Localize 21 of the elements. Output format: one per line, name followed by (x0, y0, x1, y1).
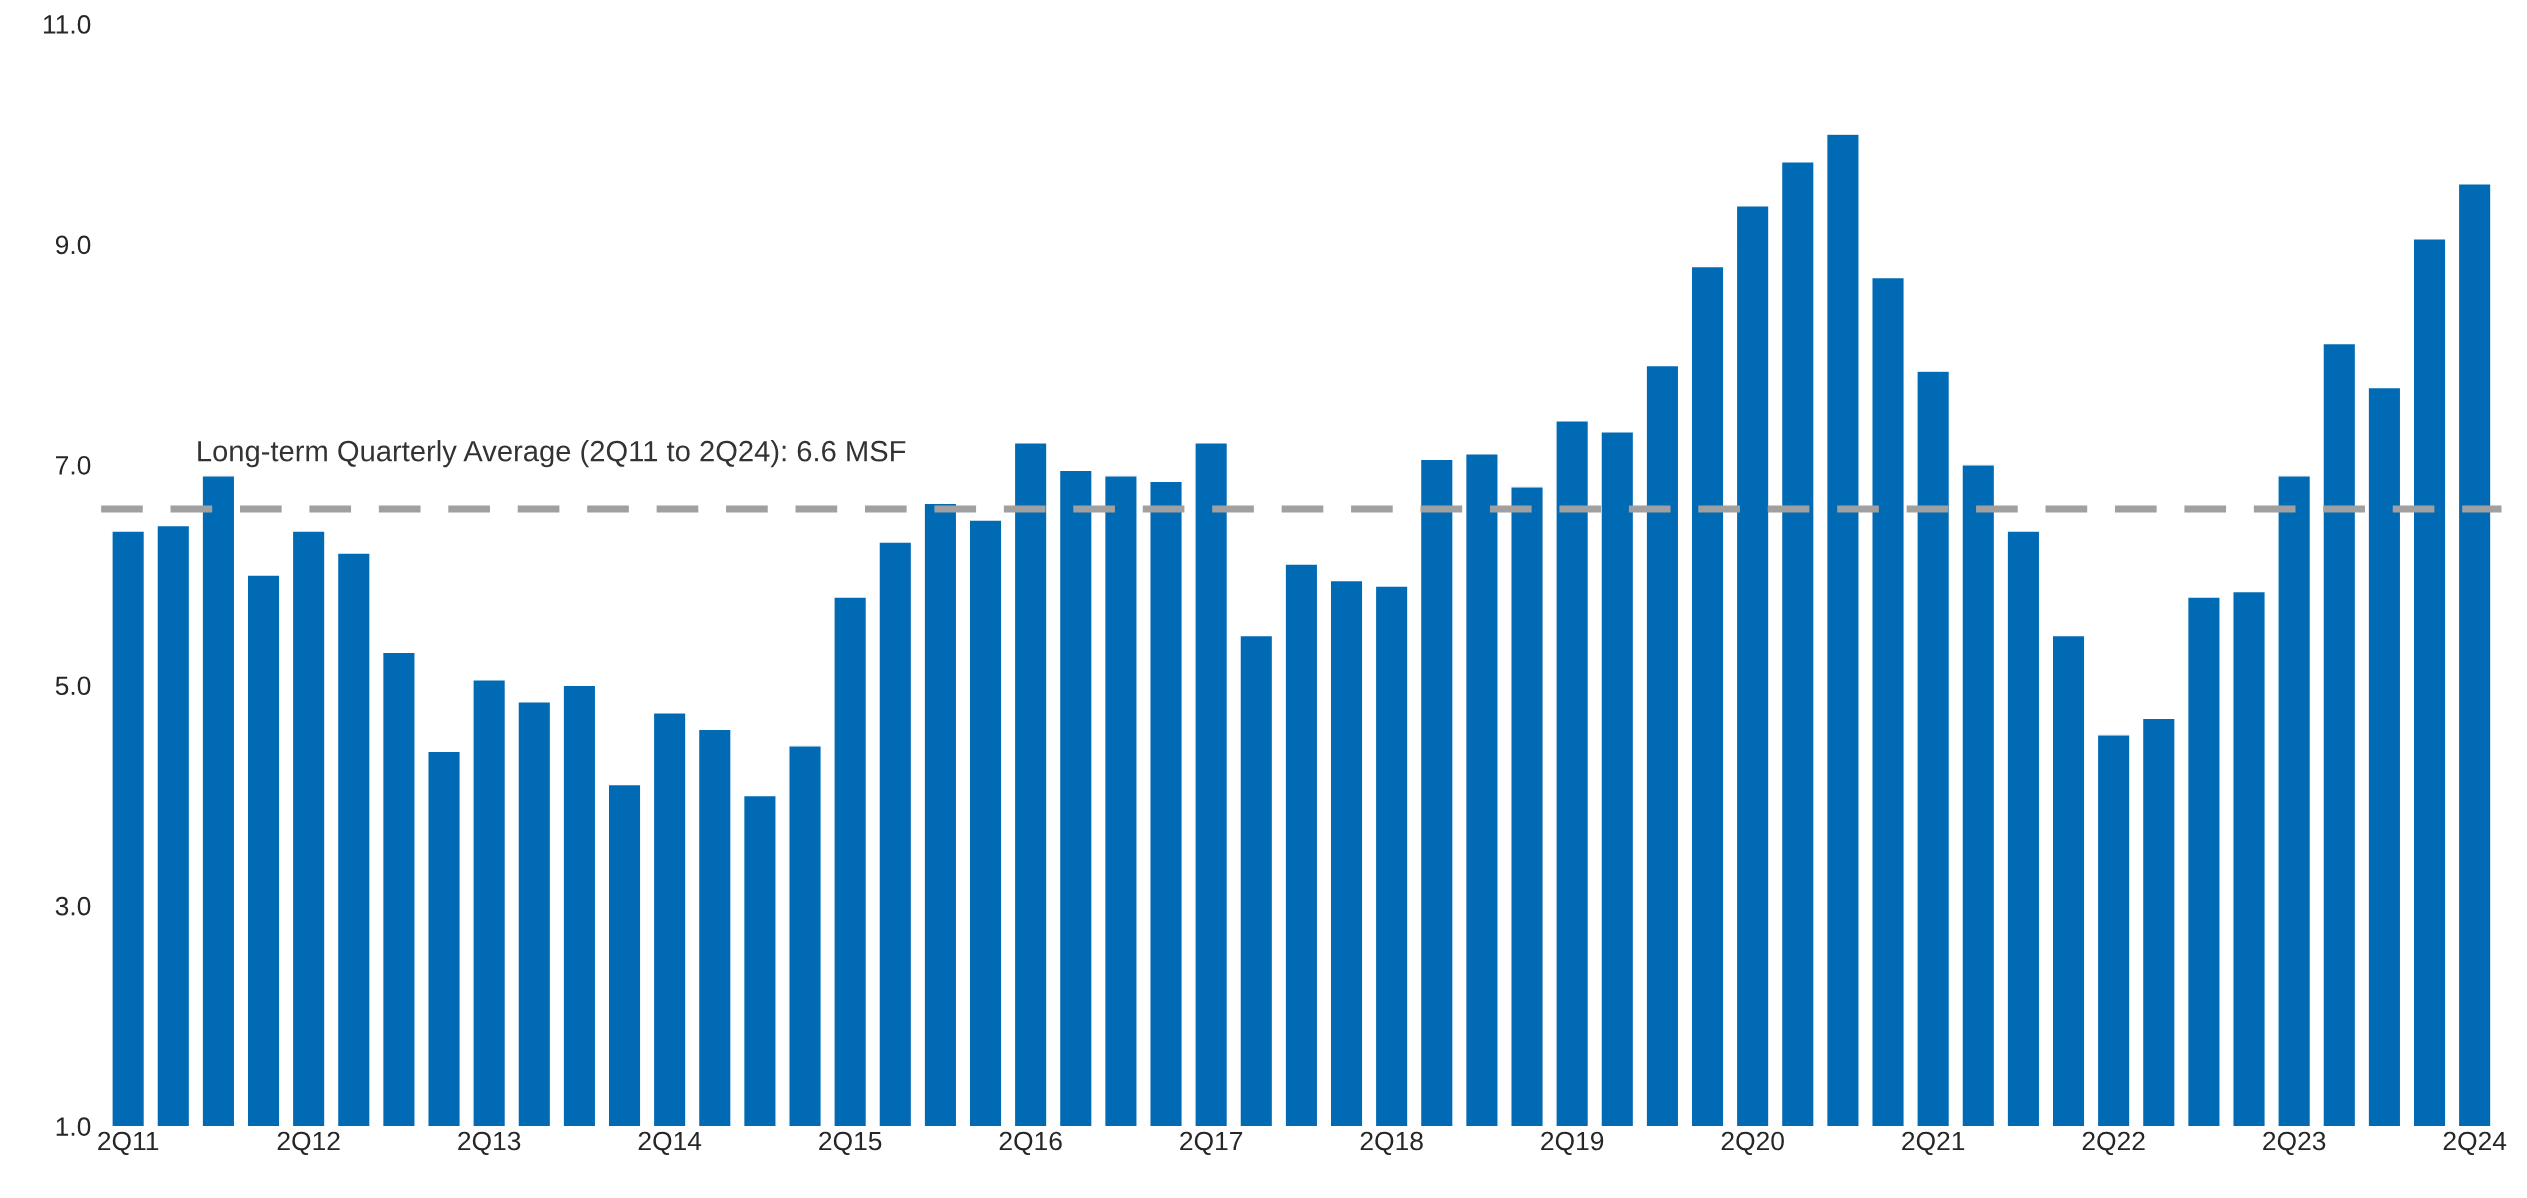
ref-line-label: Long-term Quarterly Average (2Q11 to 2Q24): 6.6 MSF (198, 440, 906, 468)
x-tick-label: 2Q11 (98, 1131, 159, 1156)
y-tick-label: 5.0 (55, 676, 91, 696)
x-tick-label: 2Q22 (2082, 1131, 2145, 1156)
y-tick-label: 1.0 (56, 1117, 91, 1136)
x-tick-label: 2Q14 (638, 1131, 702, 1156)
y-tick-label: 3.0 (55, 896, 91, 916)
y-tick-label: 9.0 (55, 235, 91, 255)
x-tick-label: 2Q20 (1721, 1131, 1784, 1156)
x-tick-label: 2Q23 (2263, 1131, 2326, 1156)
y-tick-label: 11.0 (43, 15, 91, 34)
x-tick-label: 2Q21 (1902, 1131, 1965, 1156)
y-tick-label: 7.0 (56, 455, 91, 475)
x-tick-label: 2Q17 (1180, 1131, 1243, 1156)
x-tick-label: 2Q16 (999, 1131, 1062, 1156)
x-tick-label: 2Q15 (819, 1131, 882, 1156)
x-tick-label: 2Q24 (2443, 1131, 2507, 1156)
x-tick-label: 2Q18 (1360, 1131, 1423, 1156)
x-tick-label: 2Q13 (458, 1131, 521, 1156)
x-tick-label: 2Q12 (277, 1131, 340, 1156)
x-tick-label: 2Q19 (1541, 1131, 1604, 1156)
